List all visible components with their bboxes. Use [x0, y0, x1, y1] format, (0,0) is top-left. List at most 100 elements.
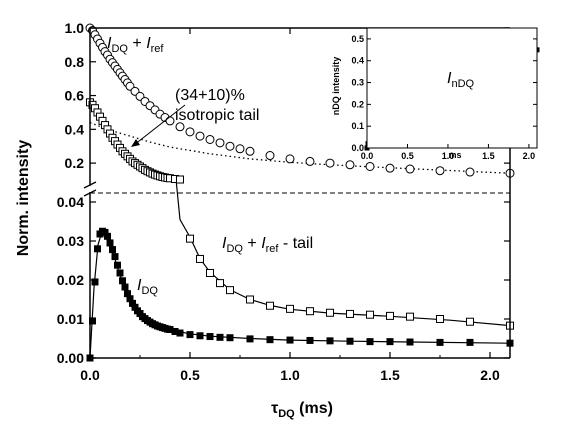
inset-x-tick-label: 1.0 — [442, 151, 455, 161]
point-sum — [385, 163, 395, 173]
inset-y-tick-label: 0.0 — [351, 143, 364, 153]
point-sum — [465, 167, 475, 177]
point-minus-tail — [436, 315, 444, 323]
point-dq — [166, 326, 174, 334]
label-sum: IDQ + Iref — [107, 35, 164, 55]
point-dq — [326, 337, 334, 345]
point-dq — [104, 232, 111, 240]
point-dq — [286, 336, 294, 344]
point-sum — [245, 146, 255, 156]
label-tail-line1: (34+10)% — [175, 87, 245, 104]
point-dq — [436, 338, 444, 346]
point-dq — [129, 299, 136, 307]
point-dq — [186, 331, 194, 339]
point-dq — [346, 337, 354, 345]
point-dq — [266, 336, 274, 344]
point-dq — [106, 239, 114, 247]
point-dq — [176, 329, 184, 337]
inset-y-tick-label: 0.2 — [351, 99, 364, 109]
point-minus-tail — [176, 175, 184, 184]
point-minus-tail — [306, 307, 314, 316]
point-dq — [196, 332, 204, 340]
point-minus-tail — [196, 254, 204, 263]
point-sum — [435, 166, 445, 176]
x-tick-label: 0.5 — [180, 367, 200, 383]
point-dq — [126, 295, 134, 303]
point-dq — [206, 333, 214, 341]
point-dq — [109, 246, 116, 254]
x-tick-label: 2.0 — [480, 367, 500, 383]
inset-frame — [366, 27, 538, 149]
inset-x-axis-title: ms — [448, 150, 461, 160]
point-minus-tail — [386, 311, 394, 320]
point-dq — [114, 261, 121, 269]
x-tick-label: 1.0 — [280, 367, 300, 383]
point-dq — [366, 338, 374, 346]
point-minus-tail — [266, 301, 274, 310]
y-tick-label-upper: 0.4 — [65, 121, 85, 137]
point-minus-tail — [406, 312, 414, 321]
point-dq — [216, 333, 224, 341]
point-dq — [246, 335, 254, 343]
inset-x-tick-label: 0.5 — [401, 151, 414, 161]
point-dq — [116, 269, 124, 277]
point-sum — [235, 144, 245, 154]
point-sum — [165, 116, 175, 126]
point-minus-tail — [246, 295, 254, 304]
point-dq — [89, 317, 96, 325]
point-dq — [226, 334, 234, 342]
point-sum — [265, 151, 275, 161]
point-dq — [94, 245, 101, 253]
inset-y-axis-title: nDQ intensity — [331, 57, 341, 116]
point-minus-tail — [286, 304, 294, 313]
inset-y-tick-label: 0.3 — [351, 78, 364, 88]
y-tick-label-upper: 0.8 — [65, 54, 85, 70]
point-minus-tail — [206, 268, 214, 277]
point-minus-tail — [226, 286, 234, 295]
point-sum — [325, 158, 335, 168]
main-tick-labels: 0.0 0.5 1.0 1.5 2.0 0.00 0.01 0.02 0.03 0.04 0.2 0.… — [57, 20, 500, 383]
point-sum — [365, 161, 375, 171]
point-sum — [225, 141, 235, 151]
y-tick-label-upper: 0.6 — [65, 88, 85, 104]
point-minus-tail — [186, 234, 194, 243]
y-tick-label-upper: 1.0 — [65, 20, 85, 36]
point-sum — [185, 127, 195, 137]
point-sum — [215, 138, 225, 148]
axis-break-mark-lower — [83, 189, 97, 197]
tail-arrow-head — [131, 139, 140, 147]
point-minus-tail — [466, 317, 474, 326]
x-tick-label: 1.5 — [380, 367, 400, 383]
inset-x-tick-label: 0.0 — [361, 151, 374, 161]
inset-y-tick-label: 0.5 — [351, 34, 364, 44]
inset-plot: 0.0 0.5 1.0 1.5 2.0 0.0 0.1 0.2 0.3 0.4 0.5 ms nDQ… — [331, 27, 540, 161]
y-tick-label-lower: 0.03 — [57, 233, 84, 249]
point-sum — [195, 131, 205, 141]
point-dq — [121, 283, 129, 291]
inset-x-tick-label: 2.0 — [523, 151, 536, 161]
x-axis-title: τDQ (ms) — [271, 400, 333, 420]
point-minus-tail — [366, 310, 374, 319]
label-minus-tail: IDQ + Iref - tail — [222, 235, 313, 255]
tail-arrow — [133, 104, 186, 146]
point-dq — [111, 253, 119, 261]
point-sum — [345, 160, 355, 170]
inset-axes — [366, 27, 538, 149]
point-sum — [175, 122, 185, 132]
point-dq — [91, 278, 99, 286]
y-axis-title: Norm. intensity — [15, 140, 32, 257]
point-dq — [101, 228, 109, 236]
inset-tick-labels: 0.0 0.5 1.0 1.5 2.0 0.0 0.1 0.2 0.3 0.4 0.5 — [351, 34, 535, 161]
point-dq — [119, 277, 126, 285]
point-dq — [466, 338, 474, 346]
y-tick-label-lower: 0.04 — [57, 194, 84, 210]
y-tick-label-lower: 0.01 — [57, 311, 84, 327]
point-minus-tail — [216, 279, 224, 288]
point-sum — [285, 154, 295, 164]
point-dq — [406, 338, 414, 346]
y-tick-label-lower: 0.00 — [57, 350, 84, 366]
axis-break-mark-upper — [83, 181, 97, 189]
y-tick-label-upper: 0.2 — [65, 155, 85, 171]
y-tick-label-lower: 0.02 — [57, 272, 84, 288]
